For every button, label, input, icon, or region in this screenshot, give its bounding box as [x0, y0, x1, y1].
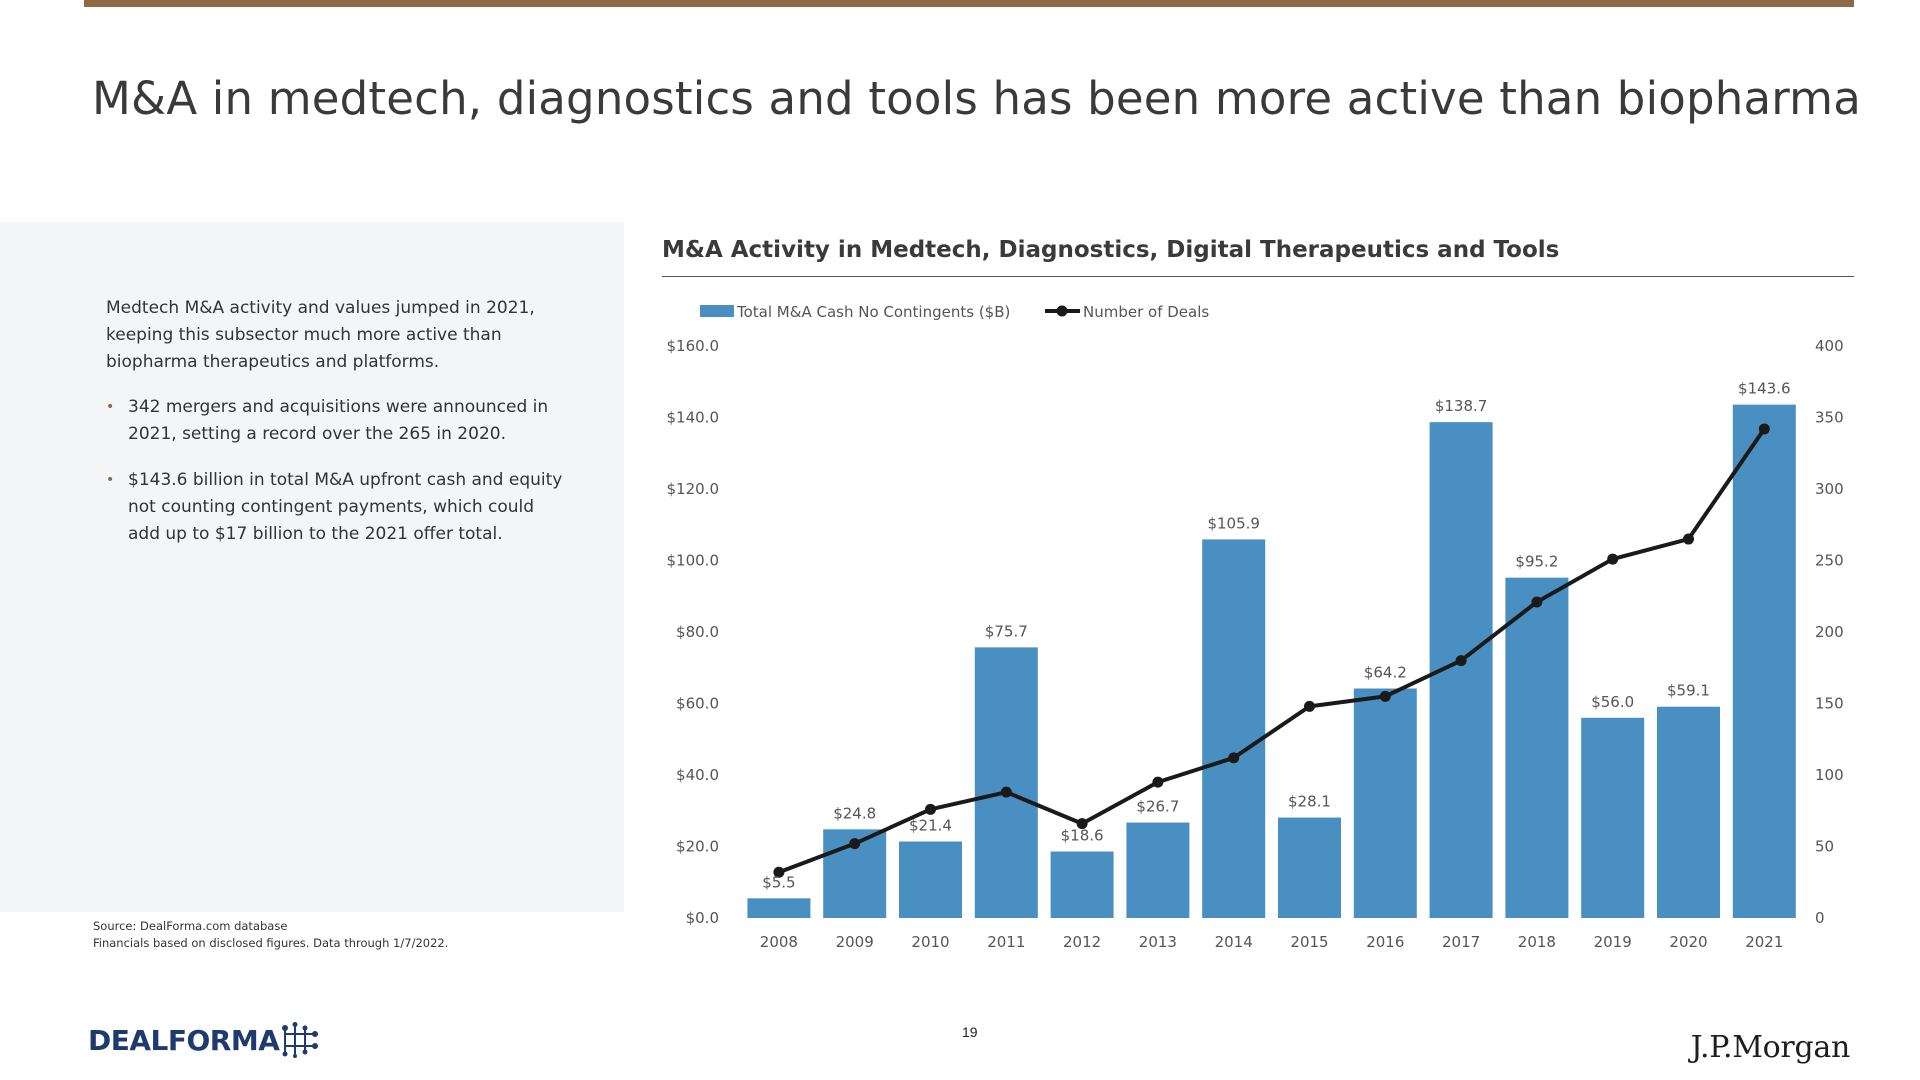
dealforma-wordmark: DEALFORMA [88, 1023, 280, 1057]
legend-bar-swatch [700, 305, 734, 317]
bar-data-label: $75.7 [985, 622, 1028, 640]
y2-tick-label: 100 [1815, 766, 1844, 784]
deals-point [1607, 553, 1619, 565]
bar [899, 841, 962, 918]
bar [1126, 822, 1190, 918]
deals-point [1000, 786, 1012, 798]
bullet-text: $143.6 billion in total M&A upfront cash… [128, 470, 563, 544]
bar [1202, 539, 1266, 918]
y2-tick-label: 50 [1815, 838, 1834, 856]
deals-point [1228, 752, 1240, 764]
y2-tick-label: 0 [1815, 909, 1825, 927]
bar-data-label: $5.5 [762, 873, 795, 891]
deals-point [1076, 818, 1088, 830]
x-tick-label: 2009 [836, 933, 874, 951]
y2-tick-label: 150 [1815, 695, 1844, 713]
y-tick-label: $20.0 [676, 838, 719, 856]
bar-data-label: $95.2 [1515, 553, 1558, 571]
bar [1657, 706, 1720, 918]
source-line: Financials based on disclosed figures. D… [93, 936, 449, 950]
x-tick-label: 2011 [987, 933, 1025, 951]
y-tick-label: $160.0 [667, 337, 720, 355]
jpmorgan-logo: J.P.Morgan [1690, 1030, 1851, 1065]
bar-data-label: $24.8 [833, 804, 876, 822]
deals-point [773, 866, 785, 878]
y-tick-label: $80.0 [676, 623, 719, 641]
x-tick-label: 2013 [1139, 933, 1177, 951]
bar [1353, 688, 1417, 918]
deals-point [1531, 596, 1543, 608]
bar [747, 898, 811, 918]
legend-line-marker [1056, 305, 1068, 317]
y2-tick-label: 200 [1815, 623, 1844, 641]
page-number: 19 [962, 1024, 978, 1040]
y-tick-label: $40.0 [676, 766, 719, 784]
deals-point [925, 803, 936, 815]
legend-bar-label: Total M&A Cash No Contingents ($B) [736, 303, 1010, 321]
x-tick-label: 2010 [911, 933, 949, 951]
bullet-list: • 342 mergers and acquisitions were annou… [106, 394, 566, 567]
x-tick-label: 2017 [1442, 933, 1480, 951]
deals-point [1379, 690, 1391, 702]
deals-point [1152, 776, 1164, 788]
x-tick-label: 2016 [1366, 933, 1404, 951]
bar-data-label: $56.0 [1591, 693, 1634, 711]
bar-data-label: $105.9 [1207, 514, 1260, 532]
bar-data-label: $64.2 [1364, 663, 1407, 681]
bar-data-label: $138.7 [1435, 397, 1488, 415]
y-tick-label: $140.0 [667, 409, 720, 427]
bar-data-label: $143.6 [1738, 380, 1791, 398]
deals-point [1455, 655, 1467, 667]
y-tick-label: $120.0 [667, 480, 720, 498]
bar [1505, 577, 1569, 918]
bar-data-label: $28.1 [1288, 793, 1331, 811]
x-tick-label: 2021 [1745, 933, 1783, 951]
deals-point [1304, 700, 1315, 712]
bar [1050, 851, 1114, 918]
x-tick-label: 2020 [1669, 933, 1707, 951]
x-tick-label: 2019 [1594, 933, 1632, 951]
bullet-item: • 342 mergers and acquisitions were annou… [106, 394, 566, 448]
bar [1581, 717, 1645, 918]
x-tick-label: 2018 [1518, 933, 1556, 951]
chart-title: M&A Activity in Medtech, Diagnostics, Di… [662, 237, 1560, 263]
dealforma-network-icon [282, 1022, 319, 1058]
bar [1732, 404, 1796, 918]
y-tick-label: $100.0 [667, 552, 720, 570]
y2-tick-label: 250 [1815, 552, 1844, 570]
bullet-item: • $143.6 billion in total M&A upfront cas… [106, 467, 566, 548]
bar-data-label: $26.7 [1136, 798, 1179, 816]
summary-panel [0, 222, 624, 912]
page-title: M&A in medtech, diagnostics and tools ha… [92, 72, 1861, 125]
source-line: Source: DealForma.com database [93, 919, 288, 933]
bar-data-label: $59.1 [1667, 682, 1710, 700]
y-tick-label: $0.0 [686, 909, 719, 927]
top-accent-rule [84, 0, 1854, 7]
summary-text: Medtech M&A activity and values jumped i… [106, 298, 535, 372]
x-tick-label: 2012 [1063, 933, 1101, 951]
y-tick-label: $60.0 [676, 695, 719, 713]
y2-tick-label: 400 [1815, 337, 1844, 355]
y2-tick-label: 350 [1815, 409, 1844, 427]
deals-point [1683, 533, 1694, 545]
bar [1278, 817, 1341, 918]
bar-data-label: $21.4 [909, 816, 952, 834]
bullet-text: 342 mergers and acquisitions were announ… [128, 397, 549, 444]
bar-data-label: $18.6 [1061, 827, 1104, 845]
x-tick-label: 2015 [1290, 933, 1328, 951]
bullet-icon: • [106, 472, 115, 488]
chart-title-rule [662, 276, 1854, 277]
bullet-icon: • [106, 399, 115, 415]
deals-point [1758, 423, 1770, 435]
source-note: Source: DealForma.com database Financial… [93, 918, 448, 952]
bar [974, 647, 1038, 918]
x-tick-label: 2008 [760, 933, 798, 951]
deals-point [849, 838, 861, 850]
legend-line-label: Number of Deals [1083, 303, 1209, 321]
dealforma-logo: DEALFORMA [88, 1022, 319, 1058]
x-tick-label: 2014 [1215, 933, 1253, 951]
deals-line [778, 427, 1766, 875]
y2-tick-label: 300 [1815, 480, 1844, 498]
